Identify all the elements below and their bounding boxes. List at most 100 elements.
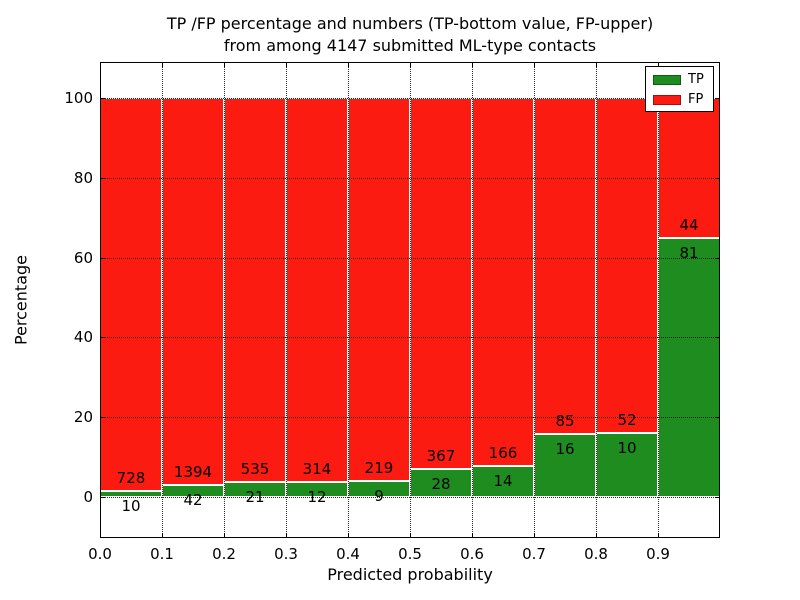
fp-count-label: 219: [364, 459, 394, 478]
gridline-vertical: [596, 62, 597, 538]
x-tick-mark: [534, 533, 535, 538]
x-tick-mark: [286, 62, 287, 67]
x-tick-label: 0.0: [88, 545, 112, 563]
y-tick-mark: [100, 257, 105, 259]
fp-count-label: 728: [116, 469, 146, 488]
bar-fp-segment: [410, 97, 472, 469]
y-tick-mark: [100, 337, 105, 339]
y-tick-mark: [715, 177, 720, 179]
fp-count-label: 367: [426, 446, 456, 465]
fp-count-label: 44: [679, 216, 699, 235]
x-tick-mark: [596, 62, 597, 67]
gridline-vertical: [658, 62, 659, 538]
x-tick-mark: [658, 62, 659, 67]
fp-count-label: 52: [617, 410, 637, 429]
x-tick-mark: [224, 62, 225, 67]
x-tick-mark: [348, 62, 349, 67]
bar-tp-segment: [472, 465, 534, 497]
bar-fp-segment: [286, 97, 348, 483]
y-tick-mark: [100, 177, 105, 179]
x-tick-mark: [658, 533, 659, 538]
bar-fp-segment: [596, 97, 658, 433]
y-tick-label: 0: [83, 487, 93, 506]
y-tick-mark: [100, 97, 105, 99]
x-tick-mark: [224, 533, 225, 538]
x-tick-mark: [100, 533, 101, 538]
gridline-vertical: [224, 62, 225, 538]
x-tick-mark: [162, 533, 163, 538]
x-tick-label: 0.2: [212, 545, 236, 563]
x-tick-mark: [162, 62, 163, 67]
x-tick-label: 0.5: [398, 545, 422, 563]
y-tick-label: 80: [73, 168, 93, 187]
plot-area: 728 10 1394 42 535 21 314 12 219 9 367 28 166 14 85 16 5…: [100, 62, 720, 538]
gridline-vertical: [348, 62, 349, 538]
gridline-vertical: [162, 62, 163, 538]
bar-tp-segment: [658, 238, 720, 497]
y-tick-mark: [715, 417, 720, 419]
x-tick-label: 0.1: [150, 545, 174, 563]
y-tick-mark: [715, 257, 720, 259]
tp-count-label: 9: [374, 487, 384, 506]
x-tick-label: 0.6: [460, 545, 484, 563]
x-tick-label: 0.4: [336, 545, 360, 563]
y-tick-label: 20: [73, 408, 93, 427]
gridline-vertical: [286, 62, 287, 538]
gridline-vertical: [534, 62, 535, 538]
tp-count-label: 14: [493, 471, 513, 490]
y-tick-label: 40: [73, 328, 93, 347]
x-tick-label: 0.9: [646, 545, 670, 563]
legend-row-fp: FP: [653, 92, 706, 107]
x-tick-mark: [410, 533, 411, 538]
x-axis-label: Predicted probability: [327, 565, 493, 584]
x-tick-label: 0.3: [274, 545, 298, 563]
tp-count-label: 42: [183, 491, 203, 510]
fp-count-label: 1394: [173, 463, 213, 482]
bar-fp-segment: [224, 97, 286, 482]
bar-fp-segment: [100, 97, 162, 492]
fp-count-label: 314: [302, 460, 332, 479]
fp-count-label: 535: [240, 459, 270, 478]
x-tick-mark: [472, 62, 473, 67]
bar-fp-segment: [162, 97, 224, 486]
bar-fp-segment: [472, 97, 534, 466]
tp-count-label: 10: [121, 497, 141, 516]
bar-fp-segment: [348, 97, 410, 482]
x-tick-mark: [100, 62, 101, 67]
gridline-vertical: [472, 62, 473, 538]
y-tick-label: 60: [73, 248, 93, 267]
x-tick-mark: [534, 62, 535, 67]
chart-title: TP /FP percentage and numbers (TP-bottom…: [100, 13, 720, 57]
x-tick-mark: [596, 533, 597, 538]
bar-fp-segment: [658, 97, 720, 239]
y-tick-mark: [100, 496, 105, 498]
tp-legend-swatch: [653, 74, 681, 85]
fp-count-label: 85: [555, 411, 575, 430]
legend-row-tp: TP: [653, 72, 706, 87]
bar-fp-segment: [534, 97, 596, 434]
fp-count-label: 166: [488, 443, 518, 462]
x-tick-mark: [410, 62, 411, 67]
fp-legend-label: FP: [688, 92, 704, 107]
tp-count-label: 21: [245, 487, 265, 506]
gridline-vertical: [410, 62, 411, 538]
legend: TP FP: [645, 66, 714, 112]
tp-count-label: 16: [555, 439, 575, 458]
x-tick-label: 0.8: [584, 545, 608, 563]
y-tick-label: 100: [64, 88, 93, 107]
fp-legend-swatch: [653, 94, 681, 105]
tp-legend-label: TP: [688, 72, 704, 87]
tp-count-label: 12: [307, 488, 327, 507]
y-tick-mark: [715, 337, 720, 339]
tp-count-label: 10: [617, 438, 637, 457]
y-tick-mark: [715, 496, 720, 498]
y-tick-mark: [715, 97, 720, 99]
bar-tp-segment: [534, 433, 596, 497]
x-tick-mark: [348, 533, 349, 538]
x-tick-mark: [472, 533, 473, 538]
x-tick-label: 0.7: [522, 545, 546, 563]
tp-count-label: 28: [431, 474, 451, 493]
tp-count-label: 81: [679, 244, 699, 263]
chart-title-line2: from among 4147 submitted ML-type contac…: [223, 36, 597, 55]
